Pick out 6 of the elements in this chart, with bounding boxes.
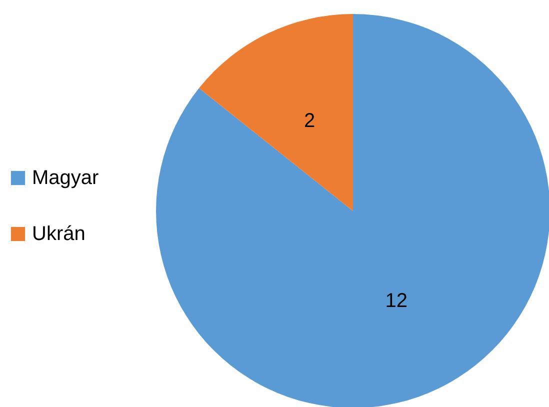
legend-label: Ukrán bbox=[32, 223, 86, 245]
pie-slice bbox=[198, 14, 353, 211]
legend-label: Magyar bbox=[32, 167, 100, 189]
data-label: 2 bbox=[304, 110, 316, 132]
data-label: 12 bbox=[385, 290, 408, 312]
pie-slice bbox=[156, 14, 549, 407]
